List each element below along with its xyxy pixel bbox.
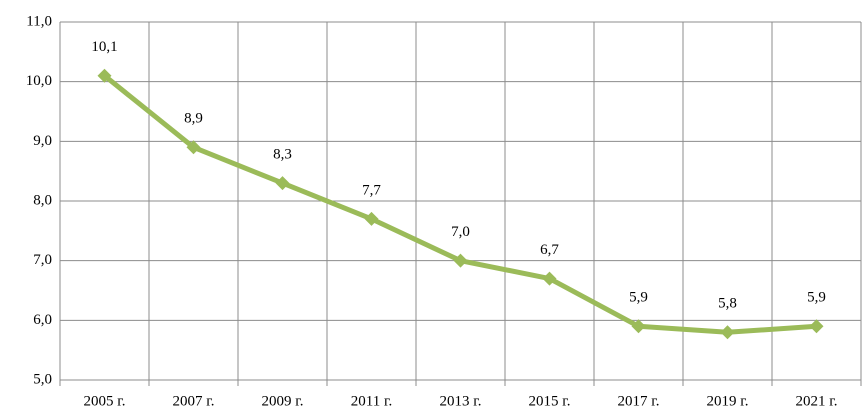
point-marker (275, 176, 290, 191)
y-tick-label: 6,0 (33, 312, 52, 328)
value-label: 5,8 (718, 296, 737, 312)
value-label: 5,9 (807, 290, 826, 306)
point-marker (542, 271, 557, 286)
y-tick-label: 11,0 (26, 13, 52, 29)
point-marker (720, 325, 735, 340)
value-label: 7,7 (362, 182, 381, 198)
value-label: 8,9 (184, 111, 203, 127)
x-tick-label: 2017 г. (618, 393, 660, 409)
point-marker (809, 319, 824, 334)
x-tick-label: 2019 г. (707, 393, 749, 409)
series-line (102, 73, 817, 335)
point-marker (453, 253, 468, 268)
y-tick-label: 5,0 (33, 371, 52, 387)
point-marker (186, 140, 201, 155)
value-label: 8,3 (273, 147, 292, 163)
point-marker (97, 68, 112, 83)
point-marker (631, 319, 646, 334)
y-tick-label: 10,0 (26, 73, 52, 89)
point-marker (364, 211, 379, 226)
x-tick-label: 2015 г. (529, 393, 571, 409)
y-tick-label: 7,0 (33, 252, 52, 268)
y-tick-label: 8,0 (33, 192, 52, 208)
x-tick-label: 2011 г. (351, 393, 392, 409)
y-tick-label: 9,0 (33, 133, 52, 149)
value-label: 6,7 (540, 242, 559, 258)
value-label: 10,1 (91, 39, 117, 55)
value-label: 7,0 (451, 224, 470, 240)
value-label: 5,9 (629, 290, 648, 306)
x-tick-label: 2009 г. (262, 393, 304, 409)
x-tick-label: 2013 г. (440, 393, 482, 409)
x-tick-label: 2005 г. (84, 393, 126, 409)
x-tick-label: 2021 г. (796, 393, 838, 409)
x-tick-label: 2007 г. (173, 393, 215, 409)
